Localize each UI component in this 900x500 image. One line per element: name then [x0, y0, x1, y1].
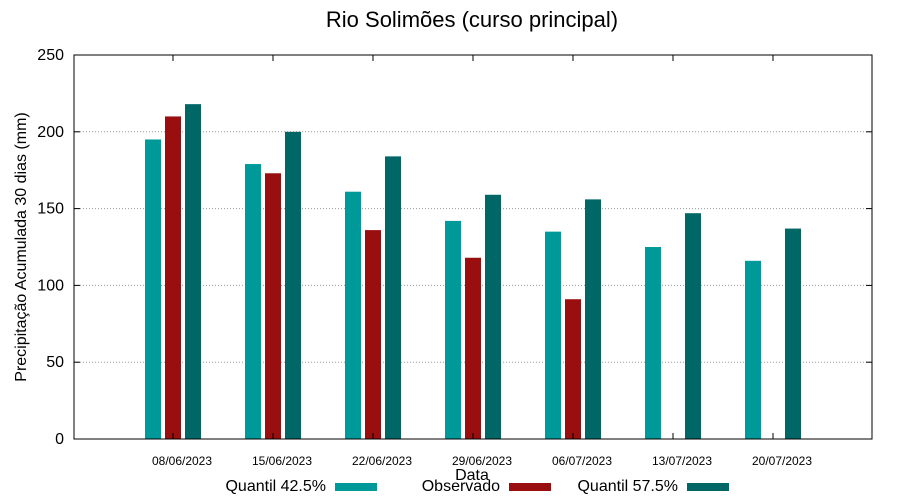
y-axis-label: Precipitação Acumulada 30 dias (mm) — [13, 112, 30, 381]
y-tick-label: 50 — [46, 354, 64, 371]
bar-quantil-42-5--2 — [345, 191, 361, 439]
x-tick-label: 15/06/2023 — [252, 454, 312, 468]
bar-quantil-57-5--4 — [585, 199, 601, 439]
x-axis: 08/06/2023 15/06/2023 22/06/2023 29/06/2023… — [152, 55, 812, 468]
x-tick-label: 22/06/2023 — [352, 454, 412, 468]
bar-quantil-57-5--1 — [285, 131, 301, 440]
legend-swatch — [687, 483, 729, 491]
y-tick-label: 250 — [37, 47, 64, 64]
legend-label: Observado — [422, 478, 500, 495]
x-tick-label: 13/07/2023 — [652, 454, 712, 468]
bar-quantil-42-5--5 — [645, 247, 661, 439]
bar-observado-1 — [265, 173, 281, 439]
legend-label: Quantil 57.5% — [577, 478, 678, 495]
legend-swatch — [335, 483, 377, 491]
bar-quantil-42-5--6 — [745, 260, 761, 439]
y-tick-label: 100 — [37, 277, 64, 294]
y-tick-label: 150 — [37, 201, 64, 218]
x-tick-label: 29/06/2023 — [452, 454, 512, 468]
x-axis-label: Data — [455, 467, 489, 484]
legend-swatch — [509, 483, 551, 491]
bars — [145, 104, 801, 440]
bar-observado-4 — [565, 299, 581, 439]
bar-observado-0 — [165, 116, 181, 439]
bar-quantil-57-5--5 — [685, 213, 701, 439]
bar-quantil-42-5--3 — [445, 220, 461, 439]
y-tick-label: 200 — [37, 124, 64, 141]
bar-quantil-42-5--0 — [145, 139, 161, 440]
bar-quantil-42-5--4 — [545, 231, 561, 439]
bar-quantil-57-5--6 — [785, 228, 801, 439]
bar-quantil-57-5--2 — [385, 156, 401, 439]
bar-quantil-57-5--3 — [485, 194, 501, 439]
chart-title: Rio Solimões (curso principal) — [326, 7, 618, 32]
y-axis: 0 50 100 150 200 250 — [37, 47, 872, 448]
x-tick-label: 08/06/2023 — [152, 454, 212, 468]
bar-quantil-42-5--1 — [245, 164, 261, 439]
bar-observado-3 — [465, 257, 481, 439]
x-tick-label: 20/07/2023 — [752, 454, 812, 468]
legend-label: Quantil 42.5% — [225, 478, 326, 495]
y-tick-label: 0 — [55, 431, 64, 448]
legend: Quantil 42.5% Observado Quantil 57.5% — [225, 478, 729, 495]
x-tick-label: 06/07/2023 — [552, 454, 612, 468]
bar-observado-2 — [365, 230, 381, 439]
bar-quantil-57-5--0 — [185, 104, 201, 439]
